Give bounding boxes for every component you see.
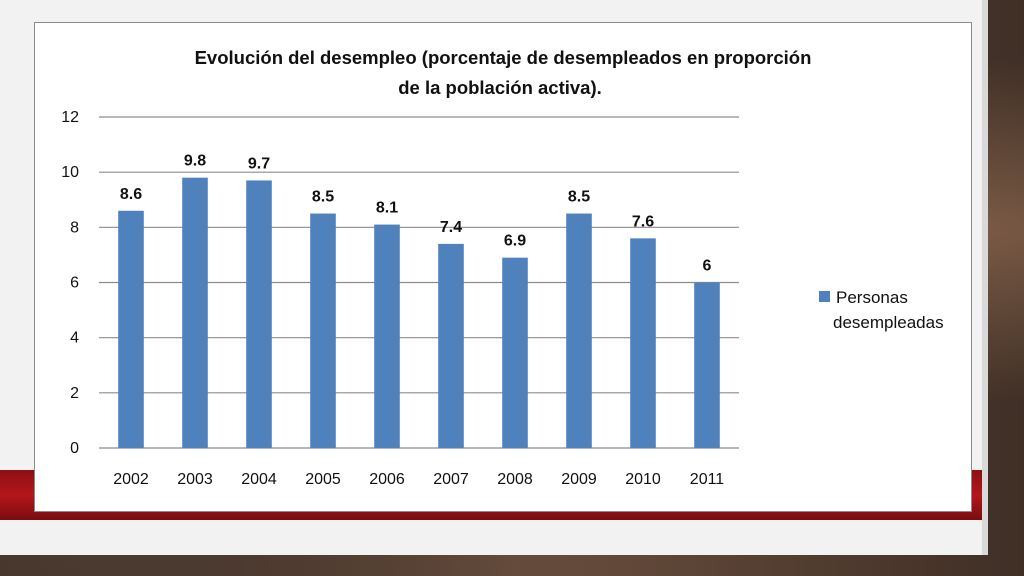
x-category-label-2003: 2003	[177, 471, 213, 488]
y-tick-label-6: 6	[70, 275, 79, 292]
legend: Personas desempleadas	[819, 288, 944, 332]
chart-frame: Evolución del desempleo (porcentaje de d…	[34, 22, 972, 512]
legend-label-line-1: Personas	[836, 288, 908, 307]
bar-2003	[182, 177, 208, 448]
y-axis-ticks: 0 2 4 6 8 10 12	[61, 109, 79, 457]
slide-panel-edge	[982, 0, 988, 555]
x-category-label-2005: 2005	[305, 471, 341, 488]
bar-2010	[630, 238, 656, 448]
unemployment-bar-chart: Evolución del desempleo (porcentaje de d…	[61, 47, 944, 488]
bar-2008	[502, 257, 528, 448]
y-tick-label-8: 8	[70, 219, 79, 236]
x-category-label-2004: 2004	[241, 471, 277, 488]
x-category-label-2011: 2011	[690, 471, 725, 488]
y-tick-label-12: 12	[61, 109, 79, 126]
x-category-label-2009: 2009	[561, 471, 597, 488]
data-label-2002: 8.6	[120, 186, 142, 203]
bar-2006	[374, 224, 400, 448]
y-tick-label-10: 10	[61, 164, 79, 181]
data-label-2003: 9.8	[184, 153, 206, 170]
data-label-2004: 9.7	[248, 155, 270, 172]
legend-swatch	[819, 291, 830, 302]
data-label-2009: 8.5	[568, 189, 590, 206]
chart-title-line-2: de la población activa).	[398, 77, 602, 98]
y-tick-label-0: 0	[70, 440, 79, 457]
y-tick-label-2: 2	[70, 385, 79, 402]
legend-label-line-2: desempleadas	[833, 313, 944, 332]
chart-title-line-1: Evolución del desempleo (porcentaje de d…	[195, 47, 812, 68]
data-label-2010: 7.6	[632, 213, 654, 230]
x-axis-categories: 2002 2003 2004 2005 2006 2007 2008 2009 2010 2011	[113, 471, 724, 488]
bars	[118, 177, 720, 449]
x-category-label-2006: 2006	[369, 471, 405, 488]
x-category-label-2002: 2002	[113, 471, 149, 488]
data-label-2005: 8.5	[312, 189, 334, 206]
bar-2011	[694, 282, 720, 448]
bar-2007	[438, 243, 464, 448]
bar-2005	[310, 213, 336, 448]
bar-2004	[246, 180, 272, 449]
bar-2002	[118, 210, 144, 448]
x-category-label-2007: 2007	[433, 471, 469, 488]
data-label-2011: 6	[703, 258, 712, 275]
data-label-2006: 8.1	[376, 200, 398, 217]
data-labels: 8.6 9.8 9.7 8.5 8.1 7.4 6.9 8.5 7.6 6	[120, 153, 712, 275]
x-category-label-2010: 2010	[625, 471, 661, 488]
y-tick-label-4: 4	[70, 330, 79, 347]
data-label-2007: 7.4	[440, 219, 462, 236]
x-category-label-2008: 2008	[497, 471, 533, 488]
bar-2009	[566, 213, 592, 448]
data-label-2008: 6.9	[504, 233, 526, 250]
